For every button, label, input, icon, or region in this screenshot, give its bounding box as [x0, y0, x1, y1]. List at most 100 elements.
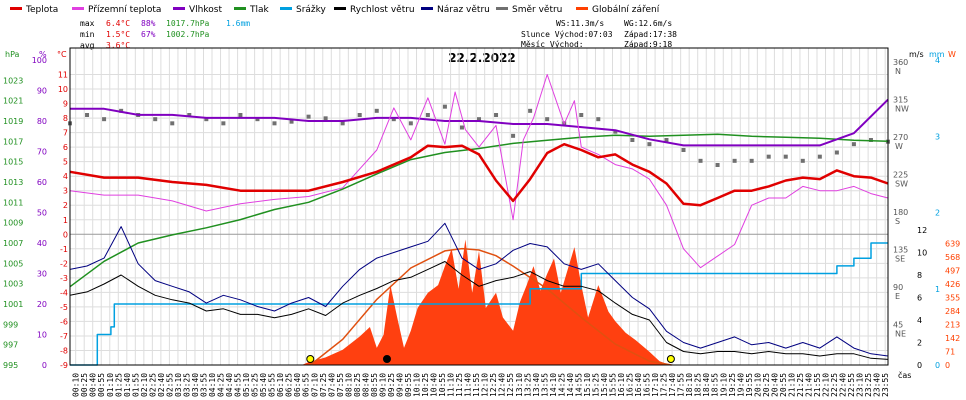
x-tick-label: 08:10	[344, 373, 353, 397]
y-tick-dir-deg: 270	[893, 133, 908, 142]
x-tick-label: 15:55	[608, 373, 617, 397]
x-tick-label: 07:25	[319, 373, 328, 397]
x-tick-label: 05:25	[251, 373, 260, 397]
x-tick-label: 17:10	[651, 373, 660, 397]
y-tick-ms: 4	[917, 316, 922, 325]
series-line-n-raz-v-tru	[69, 222, 889, 357]
y-tick-dir-name: NW	[895, 105, 909, 114]
y-tick-celsius: -3	[60, 274, 68, 283]
y-tick-dir-name: E	[895, 292, 900, 301]
x-tick-label: 09:25	[387, 373, 396, 397]
y-tick-celsius: 7	[63, 129, 68, 138]
x-tick-label: 21:55	[813, 373, 822, 397]
y-tick-pct: 100	[32, 56, 47, 65]
x-tick-label: 08:25	[353, 373, 362, 397]
y-tick-hpa: 1021	[3, 97, 23, 106]
x-tick-label: 00:10	[72, 373, 81, 397]
y-tick-dir-deg: 45	[893, 321, 903, 330]
x-tick-label: 19:40	[736, 373, 745, 397]
unit-time: čas	[898, 370, 911, 380]
wind-direction-point	[306, 114, 311, 119]
wind-direction-point	[204, 117, 209, 122]
wind-direction-point	[494, 113, 499, 117]
wind-direction-point	[681, 148, 686, 152]
x-tick-label: 14:25	[557, 373, 566, 397]
x-tick-label: 18:10	[685, 373, 694, 397]
x-tick-label: 16:40	[634, 373, 643, 397]
wind-direction-point	[732, 158, 737, 163]
legend-item-globalni-zareni: Globální záření	[576, 5, 660, 15]
wind-direction-point	[102, 117, 107, 122]
x-tick-label: 11:55	[472, 373, 481, 397]
legend-item-srazky: Srážky	[280, 5, 327, 15]
wind-direction-point	[766, 154, 771, 159]
y-tick-w: 142	[945, 334, 960, 343]
wind-direction-point	[425, 113, 430, 117]
x-tick-label: 13:10	[515, 373, 524, 397]
x-tick-label: 12:10	[481, 373, 490, 397]
wind-direction-point	[630, 138, 635, 142]
y-tick-w: 71	[945, 348, 955, 357]
x-tick-label: 14:10	[549, 373, 558, 397]
x-tick-label: 11:25	[455, 373, 464, 397]
x-tick-label: 13:25	[523, 373, 532, 397]
stat-max-label: max	[80, 19, 95, 28]
wind-direction-point	[391, 117, 396, 122]
y-tick-pct: 0	[42, 361, 47, 370]
y-tick-hpa: 1009	[3, 219, 23, 228]
y-tick-hpa: 995	[3, 361, 18, 370]
y-tick-pct: 80	[37, 117, 47, 126]
wind-direction-point	[545, 117, 550, 122]
x-tick-label: 09:40	[395, 373, 404, 397]
stat-min-press: 1002.7hPa	[166, 30, 210, 39]
x-tick-label: 19:25	[728, 373, 737, 397]
radiation-area	[301, 239, 672, 366]
wind-direction-point	[238, 113, 243, 117]
y-tick-dir-deg: 360	[893, 58, 908, 67]
wind-direction-point	[442, 104, 447, 109]
series-line-tlak	[69, 133, 889, 288]
legend-label: Náraz větru	[437, 5, 490, 15]
x-tick-label: 20:10	[753, 373, 762, 397]
x-tick-label: 05:10	[242, 373, 251, 397]
x-tick-label: 06:25	[285, 373, 294, 397]
y-tick-celsius: 4	[63, 172, 68, 181]
y-tick-mm: 1	[935, 285, 940, 294]
wind-direction-point	[851, 142, 856, 147]
stat-max-rain: 1.6mm	[226, 19, 250, 28]
y-tick-dir-name: SW	[895, 180, 908, 189]
y-tick-w: 0	[945, 361, 950, 370]
y-tick-ms: 2	[917, 339, 922, 348]
y-tick-celsius: 9	[63, 100, 68, 109]
info-sunset: Západ:17:38	[624, 30, 677, 39]
x-tick-label: 18:40	[702, 373, 711, 397]
y-tick-celsius: 11	[58, 71, 68, 80]
y-tick-dir-deg: 135	[893, 246, 908, 255]
x-tick-label: 09:10	[378, 373, 387, 397]
wind-direction-point	[357, 113, 362, 117]
y-tick-w: 426	[945, 280, 960, 289]
x-tick-label: 04:25	[217, 373, 226, 397]
legend-label: Globální záření	[592, 5, 660, 15]
x-tick-label: 18:55	[711, 373, 720, 397]
y-tick-celsius: 8	[63, 114, 68, 123]
x-tick-label: 01:25	[114, 373, 123, 397]
y-tick-celsius: -2	[60, 259, 68, 268]
wind-direction-point	[289, 119, 294, 124]
x-tick-label: 01:40	[123, 373, 132, 397]
x-tick-label: 01:10	[106, 373, 115, 397]
x-tick-label: 02:40	[157, 373, 166, 397]
series-line-teplota	[69, 142, 889, 207]
x-tick-label: 12:25	[489, 373, 498, 397]
x-tick-label: 22:25	[830, 373, 839, 397]
x-tick-label: 15:25	[591, 373, 600, 397]
y-tick-dir-name: NE	[895, 330, 906, 339]
wind-direction-point	[800, 158, 805, 163]
y-tick-hpa: 1019	[3, 117, 23, 126]
wind-direction-point	[783, 154, 788, 159]
x-tick-label: 17:40	[668, 373, 677, 397]
series-line-p-zemn-teplota	[69, 74, 889, 269]
y-tick-celsius: -4	[60, 288, 68, 297]
y-tick-pct: 60	[37, 178, 47, 187]
